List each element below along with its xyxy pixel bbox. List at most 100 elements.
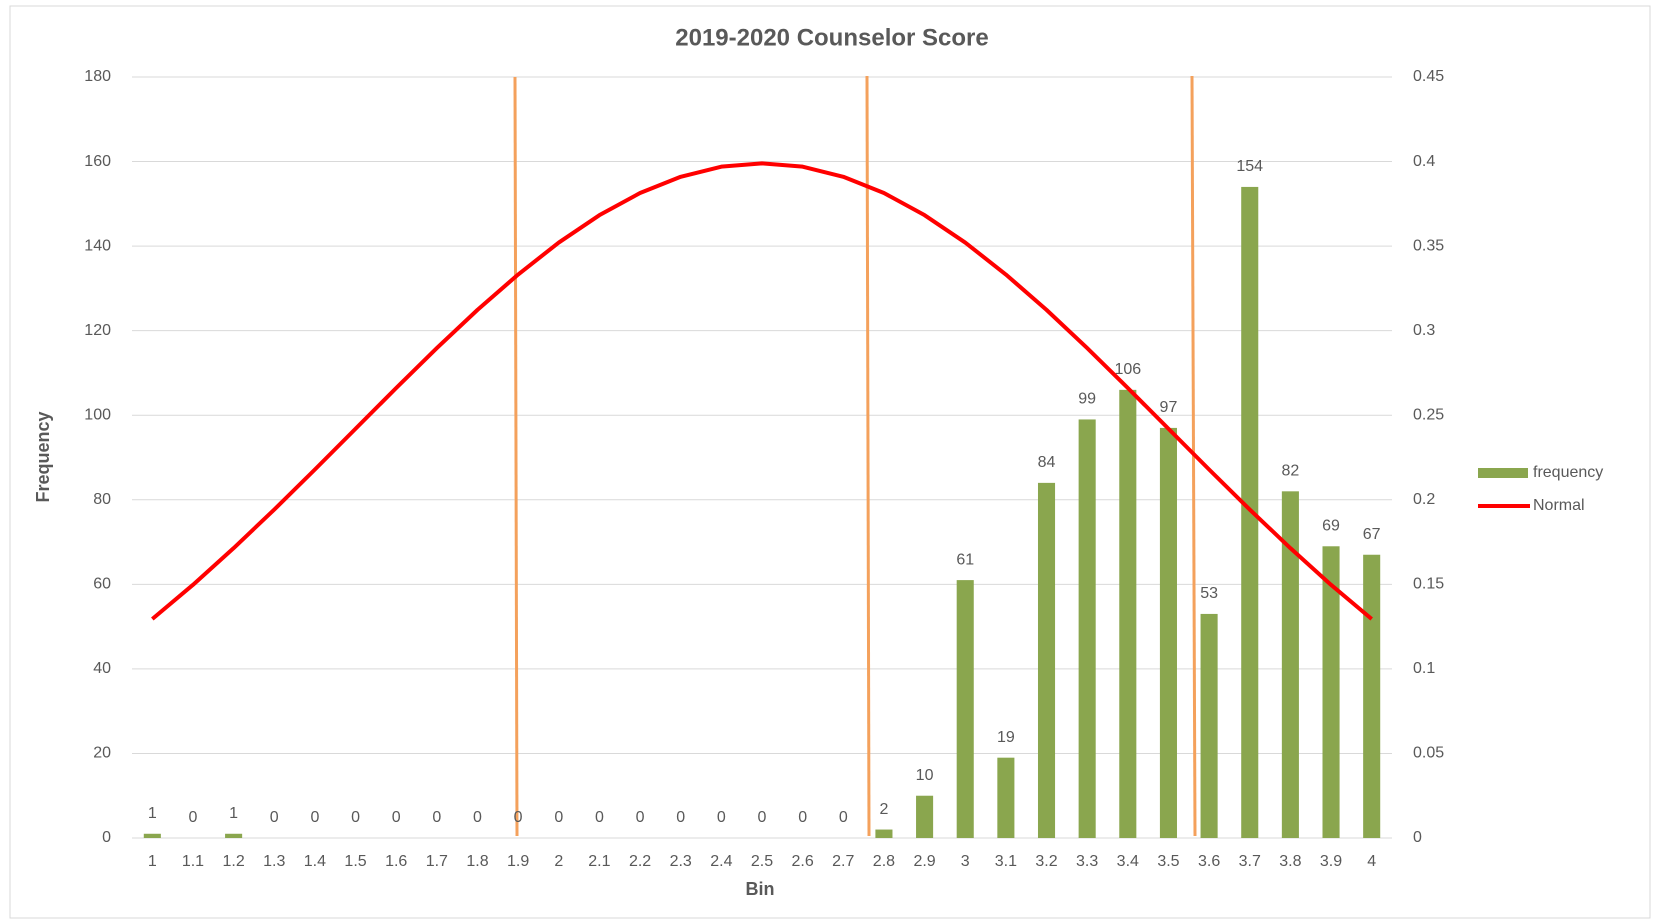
data-label: 61 <box>956 551 974 568</box>
bar <box>916 795 934 838</box>
bar <box>1281 491 1299 838</box>
y-tick-label: 20 <box>93 745 111 762</box>
x-tick-label: 2.2 <box>629 853 651 870</box>
x-tick-label: 3 <box>961 853 970 870</box>
x-tick-label: 2.3 <box>670 853 692 870</box>
data-label: 67 <box>1363 526 1381 543</box>
x-tick-label: 2.5 <box>751 853 773 870</box>
data-label: 10 <box>916 767 934 784</box>
y2-tick-label: 0.3 <box>1413 322 1435 339</box>
x-tick-label: 3.7 <box>1239 853 1261 870</box>
data-label: 99 <box>1078 391 1096 408</box>
chart-border <box>9 5 1651 919</box>
x-tick-label: 1.9 <box>507 853 529 870</box>
data-label: 0 <box>798 809 807 826</box>
y-tick-label: 180 <box>84 68 111 85</box>
data-label: 0 <box>595 809 604 826</box>
bar <box>1363 554 1381 838</box>
x-axis-label: Bin <box>746 879 775 899</box>
data-label: 154 <box>1236 158 1263 175</box>
data-label: 0 <box>432 809 441 826</box>
bar <box>1159 427 1177 838</box>
data-label: 0 <box>351 809 360 826</box>
y2-tick-label: 0 <box>1413 829 1422 846</box>
data-label: 0 <box>839 809 848 826</box>
data-label: 0 <box>392 809 401 826</box>
bar <box>225 833 243 838</box>
x-tick-label: 2.8 <box>873 853 895 870</box>
y2-tick-label: 0.05 <box>1413 745 1444 762</box>
y2-tick-label: 0.45 <box>1413 68 1444 85</box>
y2-tick-label: 0.35 <box>1413 237 1444 254</box>
y-tick-label: 40 <box>93 660 111 677</box>
bar <box>875 829 893 838</box>
data-label: 0 <box>310 809 319 826</box>
y-tick-label: 60 <box>93 576 111 593</box>
data-label: 97 <box>1160 399 1178 416</box>
data-label: 0 <box>473 809 482 826</box>
x-tick-label: 3.6 <box>1198 853 1220 870</box>
y-axis-label: Frequency <box>33 411 53 502</box>
y-tick-label: 100 <box>84 406 111 423</box>
x-tick-label: 3.1 <box>995 853 1017 870</box>
data-label: 0 <box>554 809 563 826</box>
bar <box>1078 419 1096 838</box>
chart-title: 2019-2020 Counselor Score <box>675 24 989 51</box>
data-label: 106 <box>1114 361 1141 378</box>
data-label: 69 <box>1322 518 1340 535</box>
data-label: 84 <box>1038 454 1056 471</box>
y-tick-label: 120 <box>84 322 111 339</box>
data-label: 0 <box>676 809 685 826</box>
bar <box>1200 613 1218 838</box>
data-label: 19 <box>997 729 1015 746</box>
y-tick-label: 0 <box>102 829 111 846</box>
x-tick-label: 2.9 <box>913 853 935 870</box>
bar <box>997 757 1015 838</box>
x-tick-label: 3.2 <box>1035 853 1057 870</box>
normal-line <box>151 161 1373 621</box>
bar <box>1241 186 1259 838</box>
x-tick-label: 2 <box>554 853 563 870</box>
x-tick-label: 2.4 <box>710 853 732 870</box>
x-tick-label: 1.4 <box>304 853 326 870</box>
bar <box>1322 546 1340 838</box>
bar <box>1119 389 1137 838</box>
annotation-line <box>865 75 871 837</box>
x-tick-label: 3.8 <box>1279 853 1301 870</box>
data-label: 0 <box>189 809 198 826</box>
x-tick-label: 1.2 <box>222 853 244 870</box>
y-tick-label: 160 <box>84 153 111 170</box>
x-tick-label: 2.1 <box>588 853 610 870</box>
x-tick-label: 1.5 <box>344 853 366 870</box>
x-tick-label: 1.7 <box>426 853 448 870</box>
legend-label: frequency <box>1533 464 1603 481</box>
x-tick-label: 3.5 <box>1157 853 1179 870</box>
data-label: 0 <box>636 809 645 826</box>
x-tick-label: 1.8 <box>466 853 488 870</box>
bar <box>143 833 161 838</box>
y2-tick-label: 0.4 <box>1413 153 1435 170</box>
y2-tick-label: 0.2 <box>1413 491 1435 508</box>
annotation-line <box>513 76 519 837</box>
data-label: 0 <box>270 809 279 826</box>
data-label: 2 <box>879 801 888 818</box>
x-tick-label: 1.3 <box>263 853 285 870</box>
data-label: 1 <box>229 805 238 822</box>
data-label: 0 <box>758 809 767 826</box>
x-tick-label: 3.4 <box>1117 853 1139 870</box>
data-label: 0 <box>514 809 523 826</box>
y2-tick-label: 0.15 <box>1413 576 1444 593</box>
legend-swatch <box>1478 468 1528 478</box>
data-label: 0 <box>717 809 726 826</box>
x-tick-label: 4 <box>1367 853 1376 870</box>
data-label: 53 <box>1200 585 1218 602</box>
y-tick-label: 140 <box>84 237 111 254</box>
y2-tick-label: 0.25 <box>1413 406 1444 423</box>
data-label: 1 <box>148 805 157 822</box>
bar <box>956 580 974 838</box>
x-tick-label: 2.6 <box>792 853 814 870</box>
x-tick-label: 2.7 <box>832 853 854 870</box>
y-tick-label: 80 <box>93 491 111 508</box>
x-tick-label: 1.1 <box>182 853 204 870</box>
